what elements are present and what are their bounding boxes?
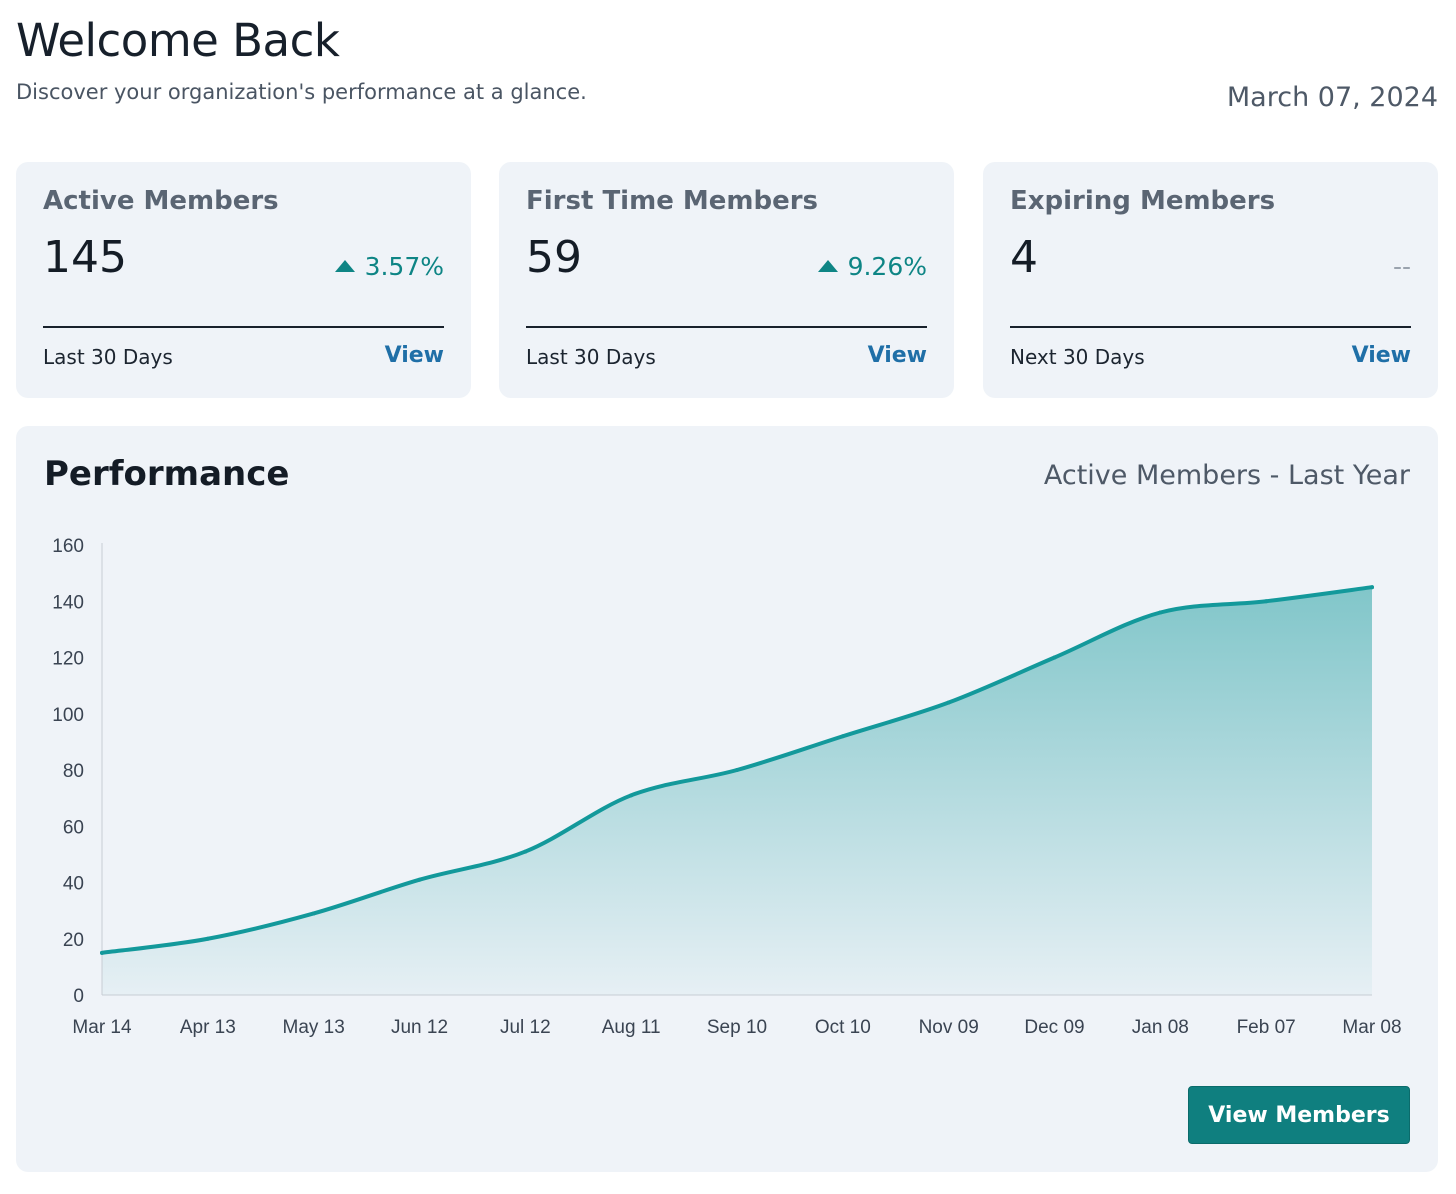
page-title: Welcome Back: [16, 14, 340, 67]
card-expiring-members: Expiring Members 4 -- Next 30 Days View: [983, 162, 1438, 398]
x-tick-label: Jan 08: [1132, 1017, 1189, 1038]
y-tick-label: 140: [52, 592, 84, 613]
view-active-members-link[interactable]: View: [384, 343, 444, 368]
y-tick-label: 80: [63, 761, 84, 782]
x-tick-label: Feb 07: [1237, 1017, 1296, 1038]
data-point: [840, 734, 845, 739]
performance-title: Performance: [44, 454, 290, 494]
card-title: Active Members: [43, 186, 279, 216]
card-period: Last 30 Days: [526, 345, 656, 369]
card-value: 59: [526, 232, 582, 283]
y-tick-label: 60: [63, 817, 84, 838]
view-first-time-members-link[interactable]: View: [867, 343, 927, 368]
data-point: [100, 950, 104, 955]
card-first-time-members: First Time Members 59 9.26% Last 30 Days…: [499, 162, 954, 398]
series-area: [102, 587, 1372, 995]
data-point: [417, 877, 422, 882]
x-tick-label: Nov 09: [919, 1017, 979, 1038]
card-period: Last 30 Days: [43, 345, 173, 369]
performance-subtitle: Active Members - Last Year: [1043, 460, 1410, 491]
page-header: Welcome Back Discover your organization'…: [16, 14, 1438, 124]
data-point: [1264, 599, 1269, 604]
card-change: 9.26%: [817, 252, 927, 281]
x-tick-label: Mar 08: [1342, 1017, 1401, 1038]
view-members-button[interactable]: View Members: [1188, 1086, 1410, 1144]
card-divider: [43, 326, 444, 328]
x-tick-label: Dec 09: [1024, 1017, 1084, 1038]
x-tick-label: Mar 14: [72, 1017, 132, 1038]
x-tick-label: Apr 13: [180, 1017, 236, 1038]
card-value: 4: [1010, 232, 1038, 283]
card-active-members: Active Members 145 3.57% Last 30 Days Vi…: [16, 162, 471, 398]
x-tick-label: Jun 12: [391, 1017, 448, 1038]
x-tick-label: Aug 11: [602, 1017, 661, 1038]
data-point: [523, 849, 528, 854]
card-period: Next 30 Days: [1010, 345, 1145, 369]
page-subtitle: Discover your organization's performance…: [16, 80, 587, 104]
trend-up-icon: [334, 259, 355, 272]
card-change-value: --: [1392, 252, 1411, 281]
card-divider: [526, 326, 927, 328]
card-change-value: 9.26%: [847, 252, 927, 281]
x-tick-label: Oct 10: [815, 1017, 871, 1038]
view-expiring-members-link[interactable]: View: [1351, 343, 1411, 368]
card-change: --: [1393, 252, 1411, 281]
trend-up-icon: [817, 259, 838, 272]
data-point: [311, 911, 316, 916]
y-tick-label: 120: [52, 649, 84, 670]
current-date: March 07, 2024: [1226, 82, 1438, 113]
stat-cards: Active Members 145 3.57% Last 30 Days Vi…: [16, 162, 1438, 398]
data-point: [629, 793, 634, 798]
x-tick-label: Sep 10: [707, 1017, 767, 1038]
y-tick-label: 100: [52, 705, 84, 726]
data-point: [1158, 610, 1163, 615]
y-tick-label: 40: [63, 874, 84, 895]
y-tick-label: 20: [63, 930, 84, 951]
x-tick-label: Jul 12: [500, 1017, 551, 1038]
y-tick-label: 160: [52, 536, 84, 557]
data-point: [946, 700, 951, 705]
performance-chart: 0 20 40 60 80 100 120 140 160 Mar 14 Apr 13 May 13 J…: [52, 536, 1401, 1038]
data-point: [1370, 585, 1374, 590]
data-point: [1052, 655, 1057, 660]
card-title: Expiring Members: [1010, 186, 1276, 216]
card-change-value: 3.57%: [364, 252, 444, 281]
performance-panel: Performance Active Members - Last Year 0…: [16, 426, 1438, 1172]
data-point: [205, 936, 210, 941]
card-title: First Time Members: [526, 186, 819, 216]
card-divider: [1010, 326, 1411, 328]
card-value: 145: [43, 232, 127, 283]
y-tick-label: 0: [73, 986, 84, 1007]
card-change: 3.57%: [334, 252, 444, 281]
x-tick-label: May 13: [283, 1017, 345, 1038]
data-point: [735, 768, 739, 772]
